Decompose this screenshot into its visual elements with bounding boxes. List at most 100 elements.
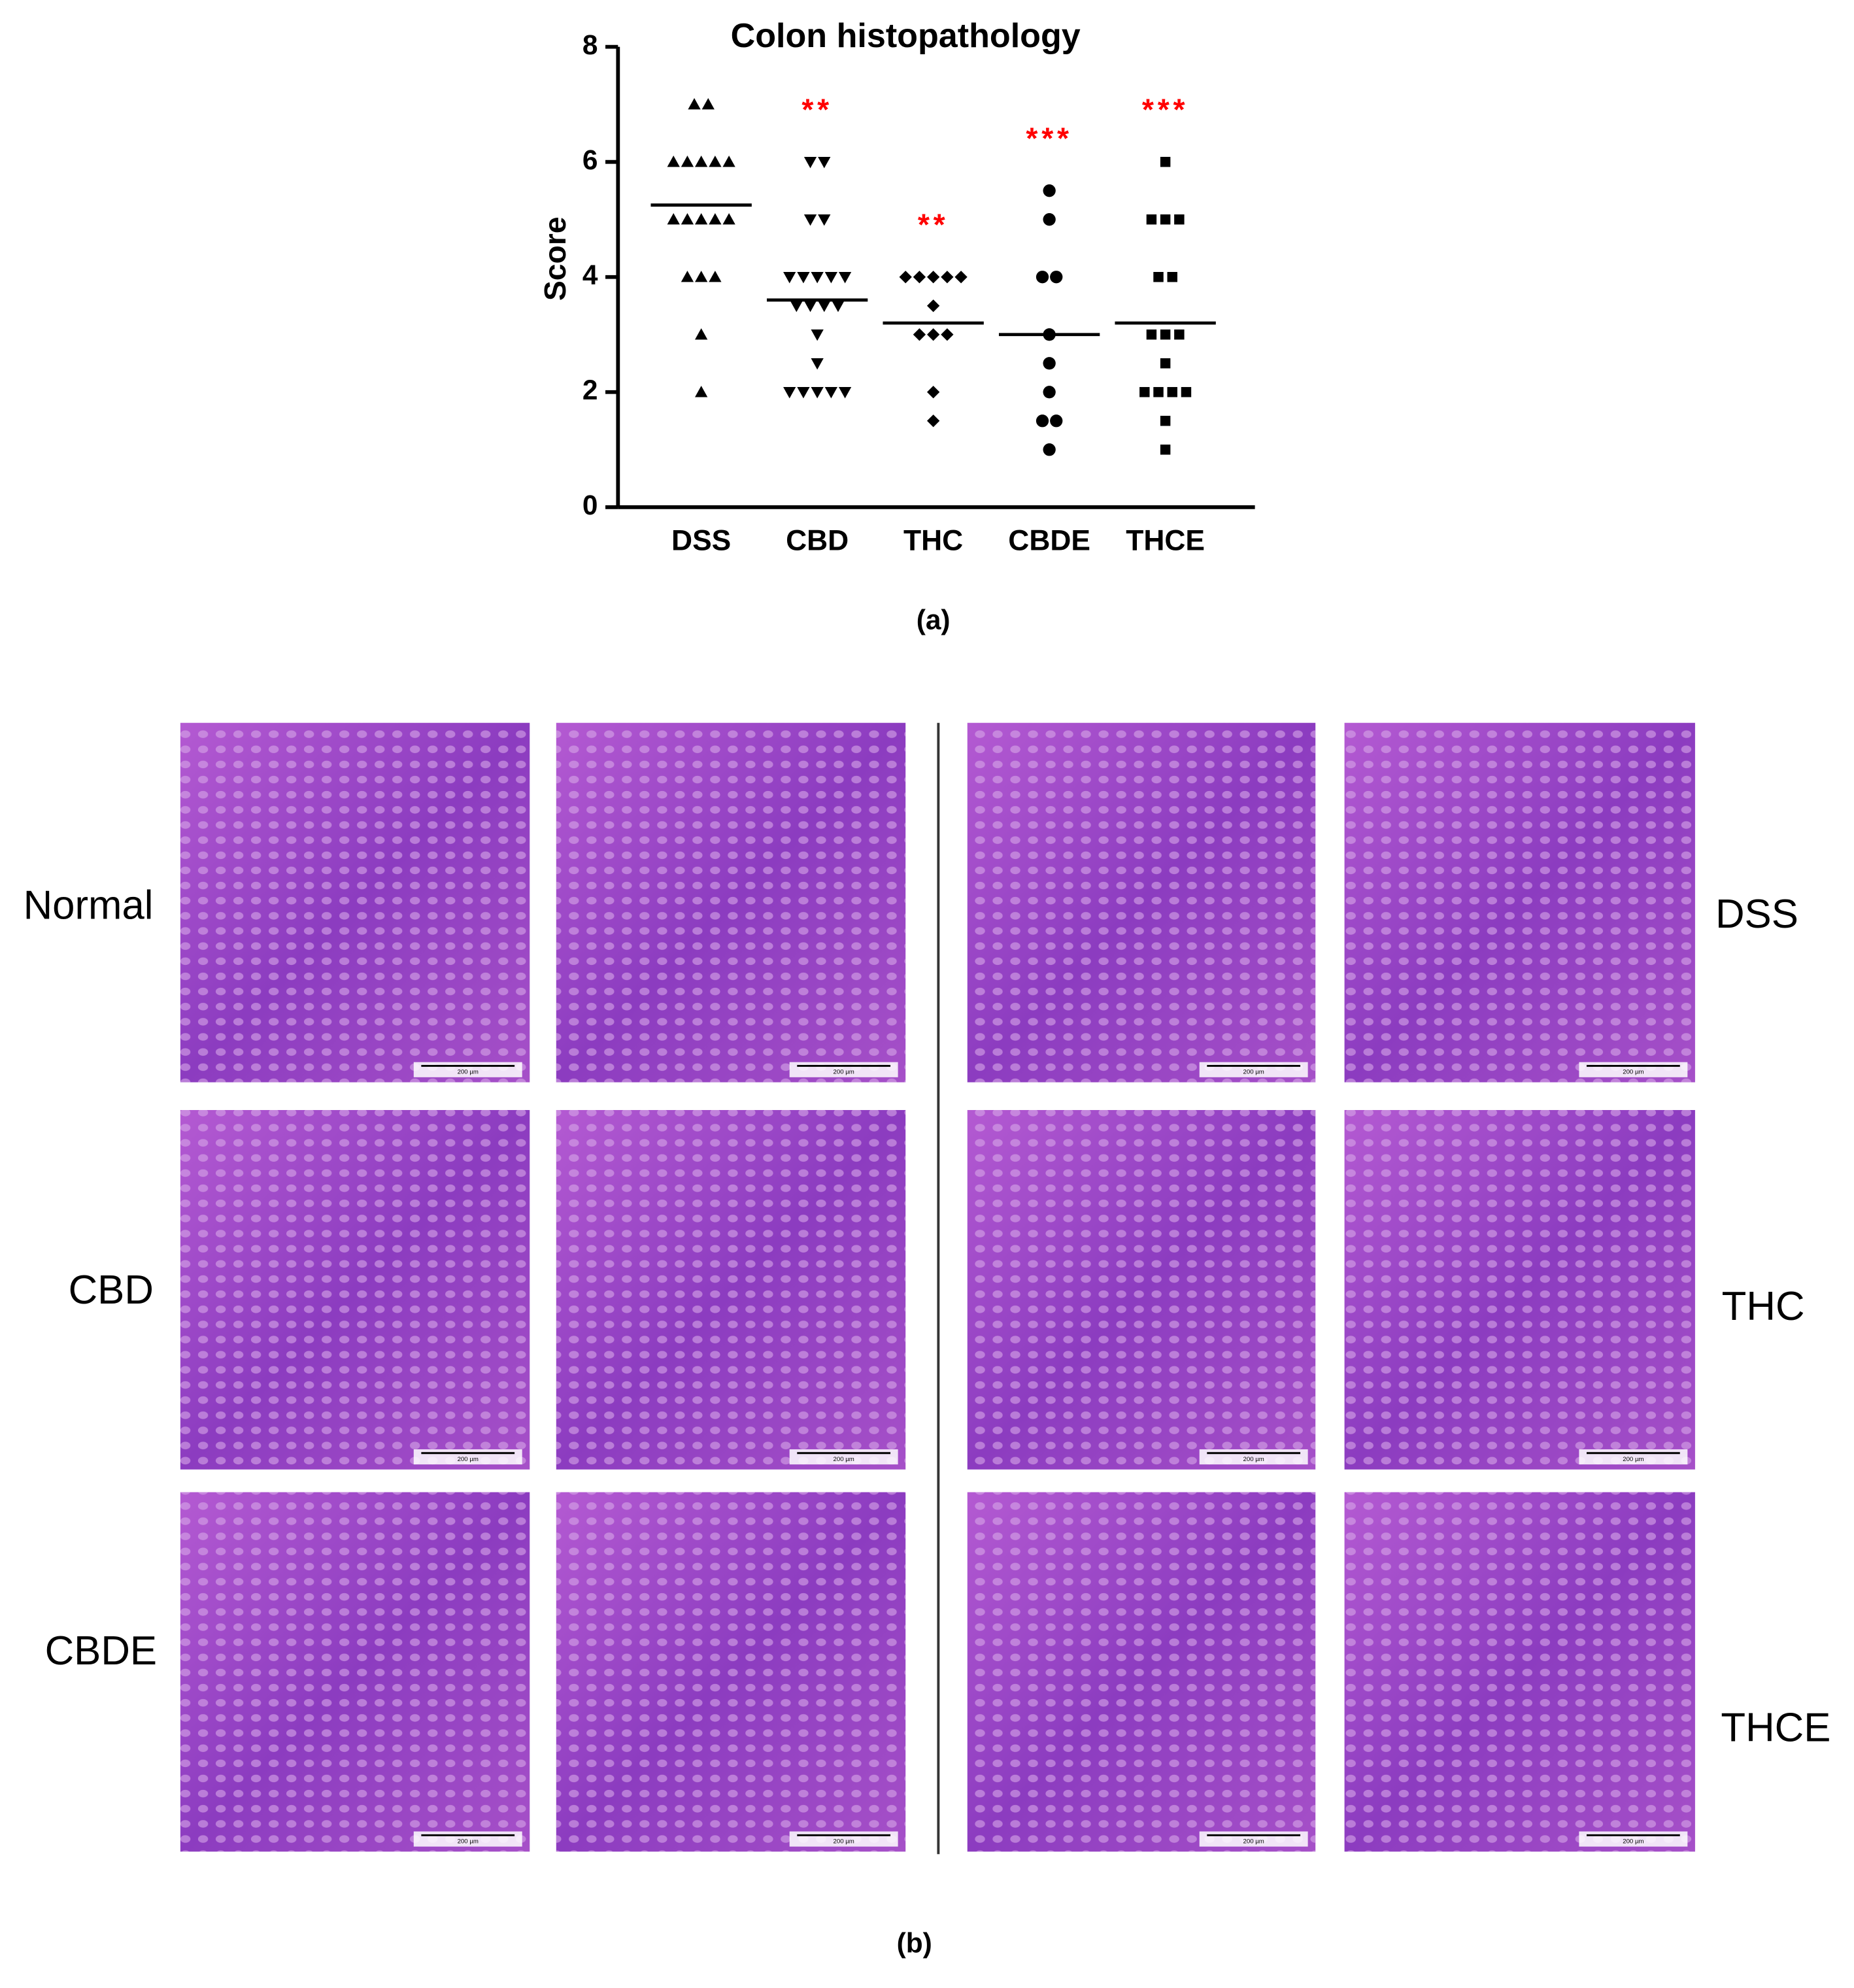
data-point [681,213,694,225]
image-texture [967,722,1316,1083]
histology-image: 200 µm [180,1492,530,1852]
data-point [927,299,940,312]
y-axis-label: Score [538,216,572,301]
image-texture [1344,722,1695,1083]
data-point [803,214,817,226]
data-point [803,301,817,312]
data-point [1160,214,1171,225]
data-point [1167,387,1177,397]
scale-bar-label: 200 µm [1243,1456,1264,1463]
chart-title: Colon histopathology [731,17,1081,55]
data-point [701,98,715,110]
histology-image: 200 µm [967,722,1316,1083]
data-point [1160,416,1171,426]
scale-bar-label: 200 µm [458,1069,479,1076]
x-tick-label: THC [903,525,963,557]
data-point [913,271,926,284]
data-point [824,387,838,399]
row-label: DSS [1715,892,1798,937]
scale-bar-label: 200 µm [834,1069,854,1076]
significance: *** [1142,92,1188,126]
data-point [1181,387,1192,397]
data-point [927,271,940,284]
image-texture [967,1109,1316,1470]
y-tick-label: 0 [582,490,598,520]
data-point [1043,443,1056,456]
data-point [832,301,845,312]
data-point [811,272,824,284]
scale-bar-label: 200 µm [834,1456,854,1463]
data-point [783,272,796,284]
data-point [954,271,968,284]
significance: ** [801,92,833,126]
data-point [838,272,852,284]
data-point [1153,387,1164,397]
row-label: Normal [24,883,154,928]
data-point [667,156,680,167]
image-texture [1344,1109,1695,1470]
data-point [824,272,838,284]
scale-bar-label: 200 µm [1623,1838,1643,1845]
scale-bar-label: 200 µm [458,1456,479,1463]
histology-image: 200 µm [967,1492,1316,1852]
data-point [1043,184,1056,197]
data-point [818,156,831,169]
x-tick-label: THCE [1126,525,1205,557]
data-point [1174,329,1185,340]
data-point [797,272,810,284]
data-point [790,301,803,312]
scale-bar-label: 200 µm [1243,1069,1264,1076]
data-point [709,271,722,282]
data-point [1139,387,1150,397]
data-point [811,358,824,370]
data-point [811,387,824,399]
data-point [681,156,694,167]
row-label: CBD [69,1268,154,1313]
histology-image: 200 µm [967,1109,1316,1470]
panel-label: (a) [917,605,951,635]
data-point [667,213,680,225]
histology-image: 200 µm [556,1109,906,1470]
image-texture [180,1109,530,1470]
image-texture [556,1492,906,1852]
data-point [1167,272,1177,282]
row-label: CBDE [45,1628,157,1674]
data-point [811,329,824,341]
data-point [899,271,912,284]
data-point [695,156,708,167]
data-point [1160,329,1171,340]
data-point [1036,271,1049,284]
data-point [941,328,954,341]
data-point [913,328,926,341]
data-point [688,98,701,110]
scale-bar-label: 200 µm [1243,1838,1264,1845]
data-point [695,328,708,340]
data-point [1174,214,1185,225]
histology-image: 200 µm [1344,1109,1695,1470]
data-point [722,213,735,225]
histology-image: 200 µm [556,1492,906,1852]
data-point [722,156,735,167]
data-point [1160,358,1171,369]
data-point [927,328,940,341]
image-texture [180,722,530,1083]
data-point [695,271,708,282]
data-point [1146,329,1157,340]
panel-label: (b) [897,1927,932,1958]
data-point [783,387,796,399]
x-tick-label: CBD [786,525,849,557]
data-point [927,386,940,399]
y-tick-label: 6 [582,144,598,175]
histology-image: 200 µm [1344,722,1695,1083]
image-texture [1344,1492,1695,1852]
scale-bar-label: 200 µm [834,1838,854,1845]
histology-image: 200 µm [556,722,906,1083]
data-point [1146,214,1157,225]
image-texture [967,1492,1316,1852]
data-point [695,213,708,225]
data-point [1050,414,1063,428]
significance: ** [918,208,949,242]
scale-bar-label: 200 µm [1623,1456,1643,1463]
scale-bar-label: 200 µm [458,1838,479,1845]
